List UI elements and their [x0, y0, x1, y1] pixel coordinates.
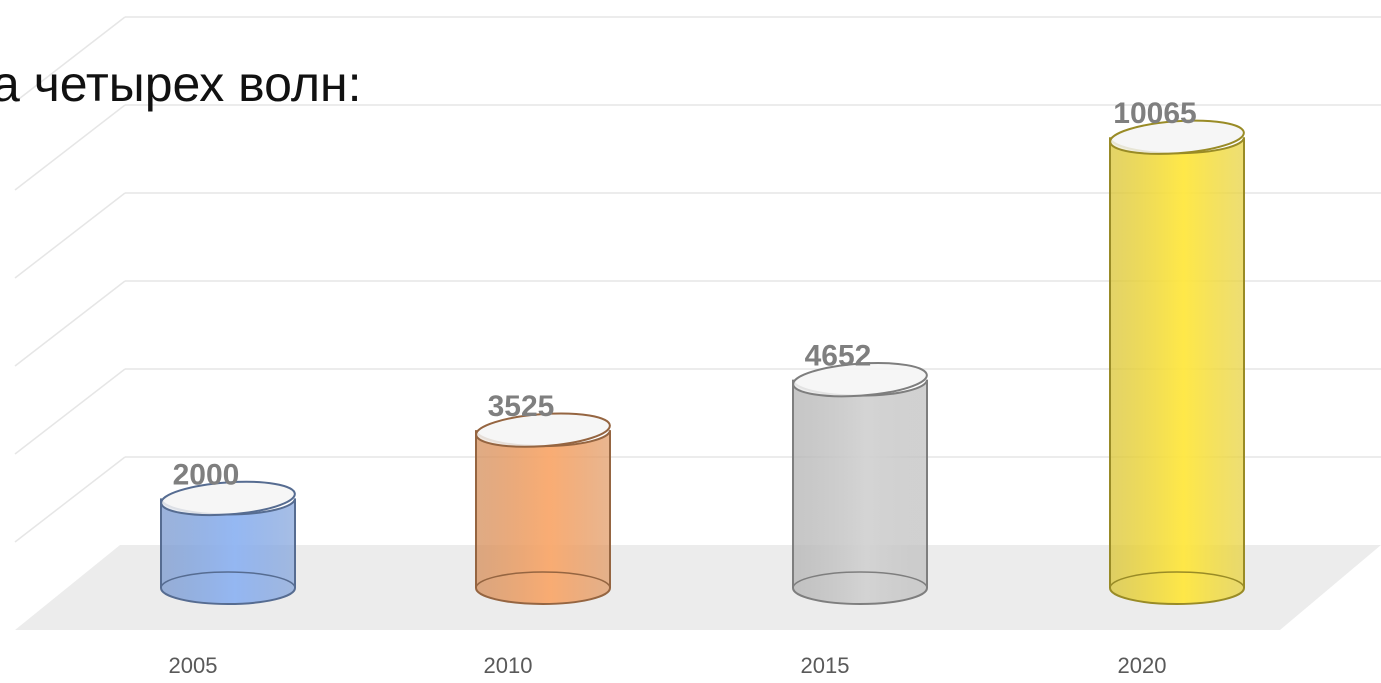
cylinder-base-back — [475, 571, 611, 589]
x-tick-label: 2015 — [801, 653, 850, 678]
cylinder-body — [792, 379, 928, 605]
value-label: 10065 — [1113, 97, 1196, 130]
cylinder-base-back — [1109, 571, 1245, 589]
grid-line — [14, 280, 126, 367]
grid-line — [14, 104, 126, 191]
cylinder-top — [475, 412, 611, 448]
cylinder-top — [792, 362, 928, 398]
cylinder-body — [1109, 137, 1245, 605]
value-label: 2000 — [173, 458, 240, 491]
value-label: 4652 — [805, 340, 872, 373]
value-label: 3525 — [488, 390, 555, 423]
grid-line — [14, 192, 126, 279]
cylinder-top — [1109, 119, 1245, 155]
cylinder-base-back — [160, 571, 296, 589]
cylinder-base-back — [792, 571, 928, 589]
x-tick-label: 2010 — [484, 653, 533, 678]
cylinder-top — [160, 480, 296, 517]
cylinder-body — [475, 429, 611, 605]
grid-line — [14, 456, 126, 543]
grid-line — [14, 16, 126, 103]
x-tick-label: 2005 — [169, 653, 218, 678]
floor — [15, 545, 1381, 630]
chart-title: а четырех волн: — [0, 56, 362, 112]
x-tick-label: 2020 — [1118, 653, 1167, 678]
grid-line — [14, 368, 126, 455]
